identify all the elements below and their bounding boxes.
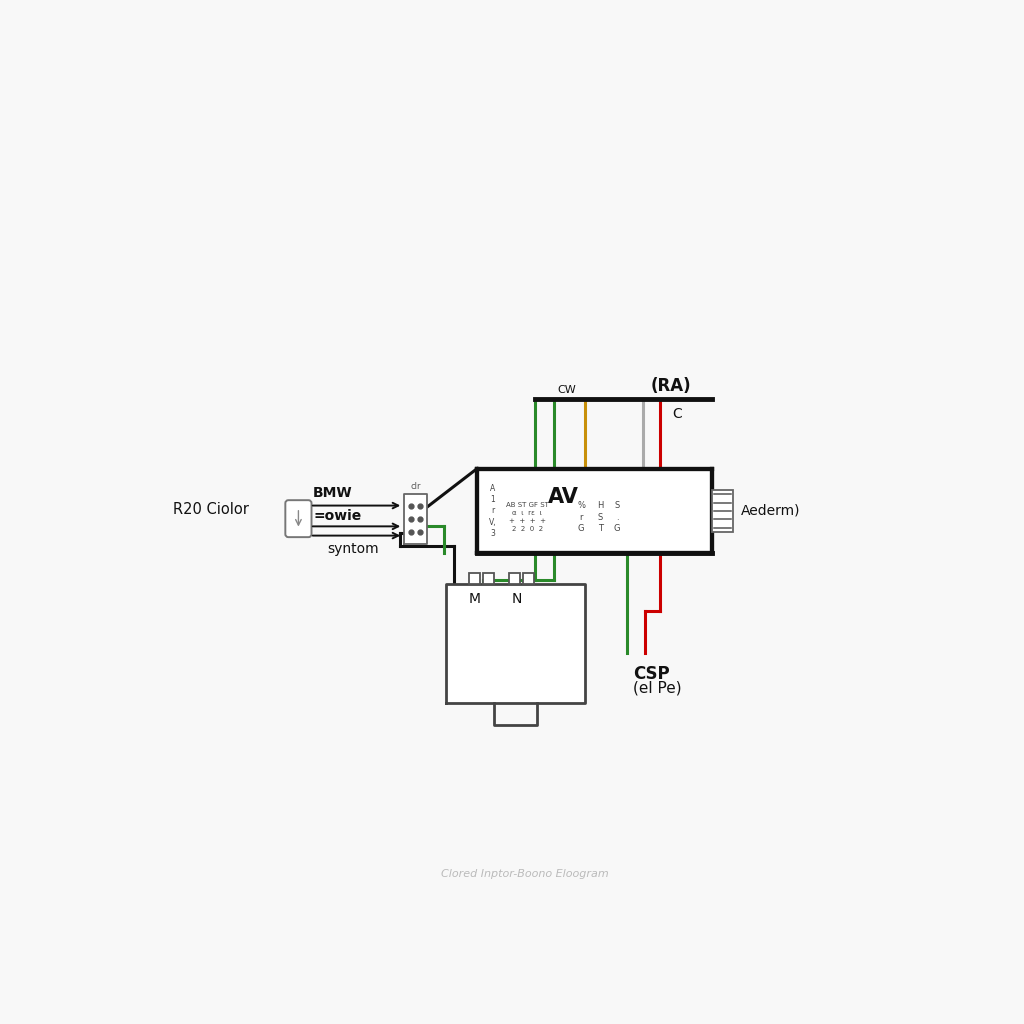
Text: S
.
G: S . G [614,501,621,534]
Text: H
S
T: H S T [597,501,603,534]
Bar [483,573,494,584]
Text: =owie: =owie [313,509,361,522]
Text: %
r
G: % r G [577,501,585,534]
Bar [712,489,733,532]
Text: (RA): (RA) [650,377,691,394]
Bar [509,573,520,584]
Text: BMW: BMW [313,486,352,500]
Bar [403,494,427,544]
Text: N: N [512,592,522,606]
Text: CSP: CSP [634,665,670,683]
Text: AV: AV [548,487,580,507]
Text: Clored Inptor-Boono Eloogram: Clored Inptor-Boono Eloogram [441,869,608,880]
FancyBboxPatch shape [286,500,311,538]
Text: syntom: syntom [328,542,379,556]
Text: R20 Ciolor: R20 Ciolor [173,502,249,517]
Text: CW: CW [557,385,575,394]
Text: Aederm): Aederm) [741,504,801,518]
Text: AB ST GF ST
α  ι  rε  ι
+  +  +  +
2  2  0  2: AB ST GF ST α ι rε ι + + + + 2 2 0 2 [506,503,549,531]
Bar [469,573,480,584]
Text: C: C [672,407,682,421]
Bar [477,469,712,553]
Text: M: M [469,592,480,606]
Bar [523,573,535,584]
Text: clr: clr [411,481,421,490]
Text: A
1
r
V,
3: A 1 r V, 3 [488,484,497,538]
Text: (el Pe): (el Pe) [634,680,682,695]
Bar [446,584,585,703]
